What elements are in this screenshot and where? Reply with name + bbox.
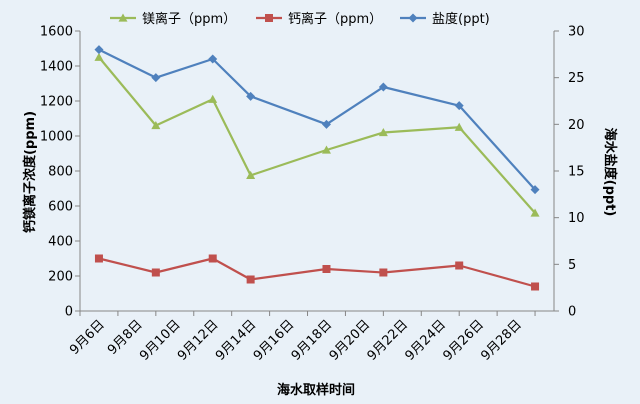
- legend-label: 钙离子（ppm）: [288, 11, 382, 27]
- data-point: [530, 185, 540, 195]
- y-left-tick-label: 800: [48, 165, 73, 180]
- data-point: [151, 73, 161, 83]
- data-point: [151, 268, 160, 277]
- x-axis-title: 海水取样时间: [277, 382, 355, 398]
- data-point: [94, 45, 104, 55]
- y-left-tick-label: 200: [48, 270, 73, 285]
- legend: 镁离子（ppm） 钙离子（ppm） 盐度(ppt): [110, 11, 490, 27]
- y-right-tick-label: 25: [568, 71, 585, 86]
- y-left-tick-label: 1600: [40, 25, 73, 40]
- data-point: [378, 128, 388, 137]
- y-right-tick-label: 10: [568, 211, 585, 226]
- series-0: [94, 52, 540, 217]
- series-1: [94, 254, 540, 291]
- series-line: [98, 257, 536, 288]
- data-point: [379, 268, 388, 277]
- y-right-tick-label: 15: [568, 165, 585, 180]
- data-point: [208, 54, 218, 64]
- data-point: [455, 261, 464, 270]
- data-point: [531, 282, 540, 291]
- data-point: [118, 13, 128, 22]
- legend-label: 镁离子（ppm）: [142, 11, 236, 27]
- data-point: [408, 13, 418, 23]
- data-point: [246, 91, 256, 101]
- data-point: [151, 121, 161, 130]
- data-point: [378, 82, 388, 92]
- data-point: [530, 208, 540, 217]
- y-right-tick-label: 20: [568, 118, 585, 133]
- series-layer: [94, 45, 540, 291]
- data-point: [94, 52, 104, 61]
- y-left-tick-label: 0: [65, 305, 73, 320]
- series-2: [94, 45, 540, 195]
- data-point: [246, 275, 255, 284]
- data-point: [94, 254, 103, 263]
- data-point: [454, 101, 464, 111]
- y-left-tick-label: 1200: [40, 95, 73, 110]
- data-point: [454, 122, 464, 131]
- legend-label: 盐度(ppt): [432, 11, 490, 27]
- y-right-tick-label: 5: [568, 258, 576, 273]
- y-right-tick-label: 30: [568, 25, 585, 40]
- series-line: [98, 48, 536, 191]
- data-point: [208, 254, 217, 263]
- y-left-tick-label: 600: [48, 200, 73, 215]
- y-axis-left-title: 钙镁离子浓度(ppm): [22, 111, 38, 233]
- data-point: [208, 94, 218, 103]
- data-point: [246, 170, 256, 179]
- data-point: [321, 119, 331, 129]
- data-point: [322, 265, 331, 273]
- y-left-tick-label: 1000: [40, 130, 73, 145]
- y-right-tick-label: 0: [568, 305, 576, 320]
- series-line: [98, 56, 536, 214]
- y-axis-right-title: 海水盐度(ppt): [602, 128, 618, 217]
- y-left-tick-label: 400: [48, 235, 73, 250]
- y-left-tick-label: 1400: [40, 60, 73, 75]
- data-point: [265, 14, 273, 22]
- data-point: [321, 145, 331, 154]
